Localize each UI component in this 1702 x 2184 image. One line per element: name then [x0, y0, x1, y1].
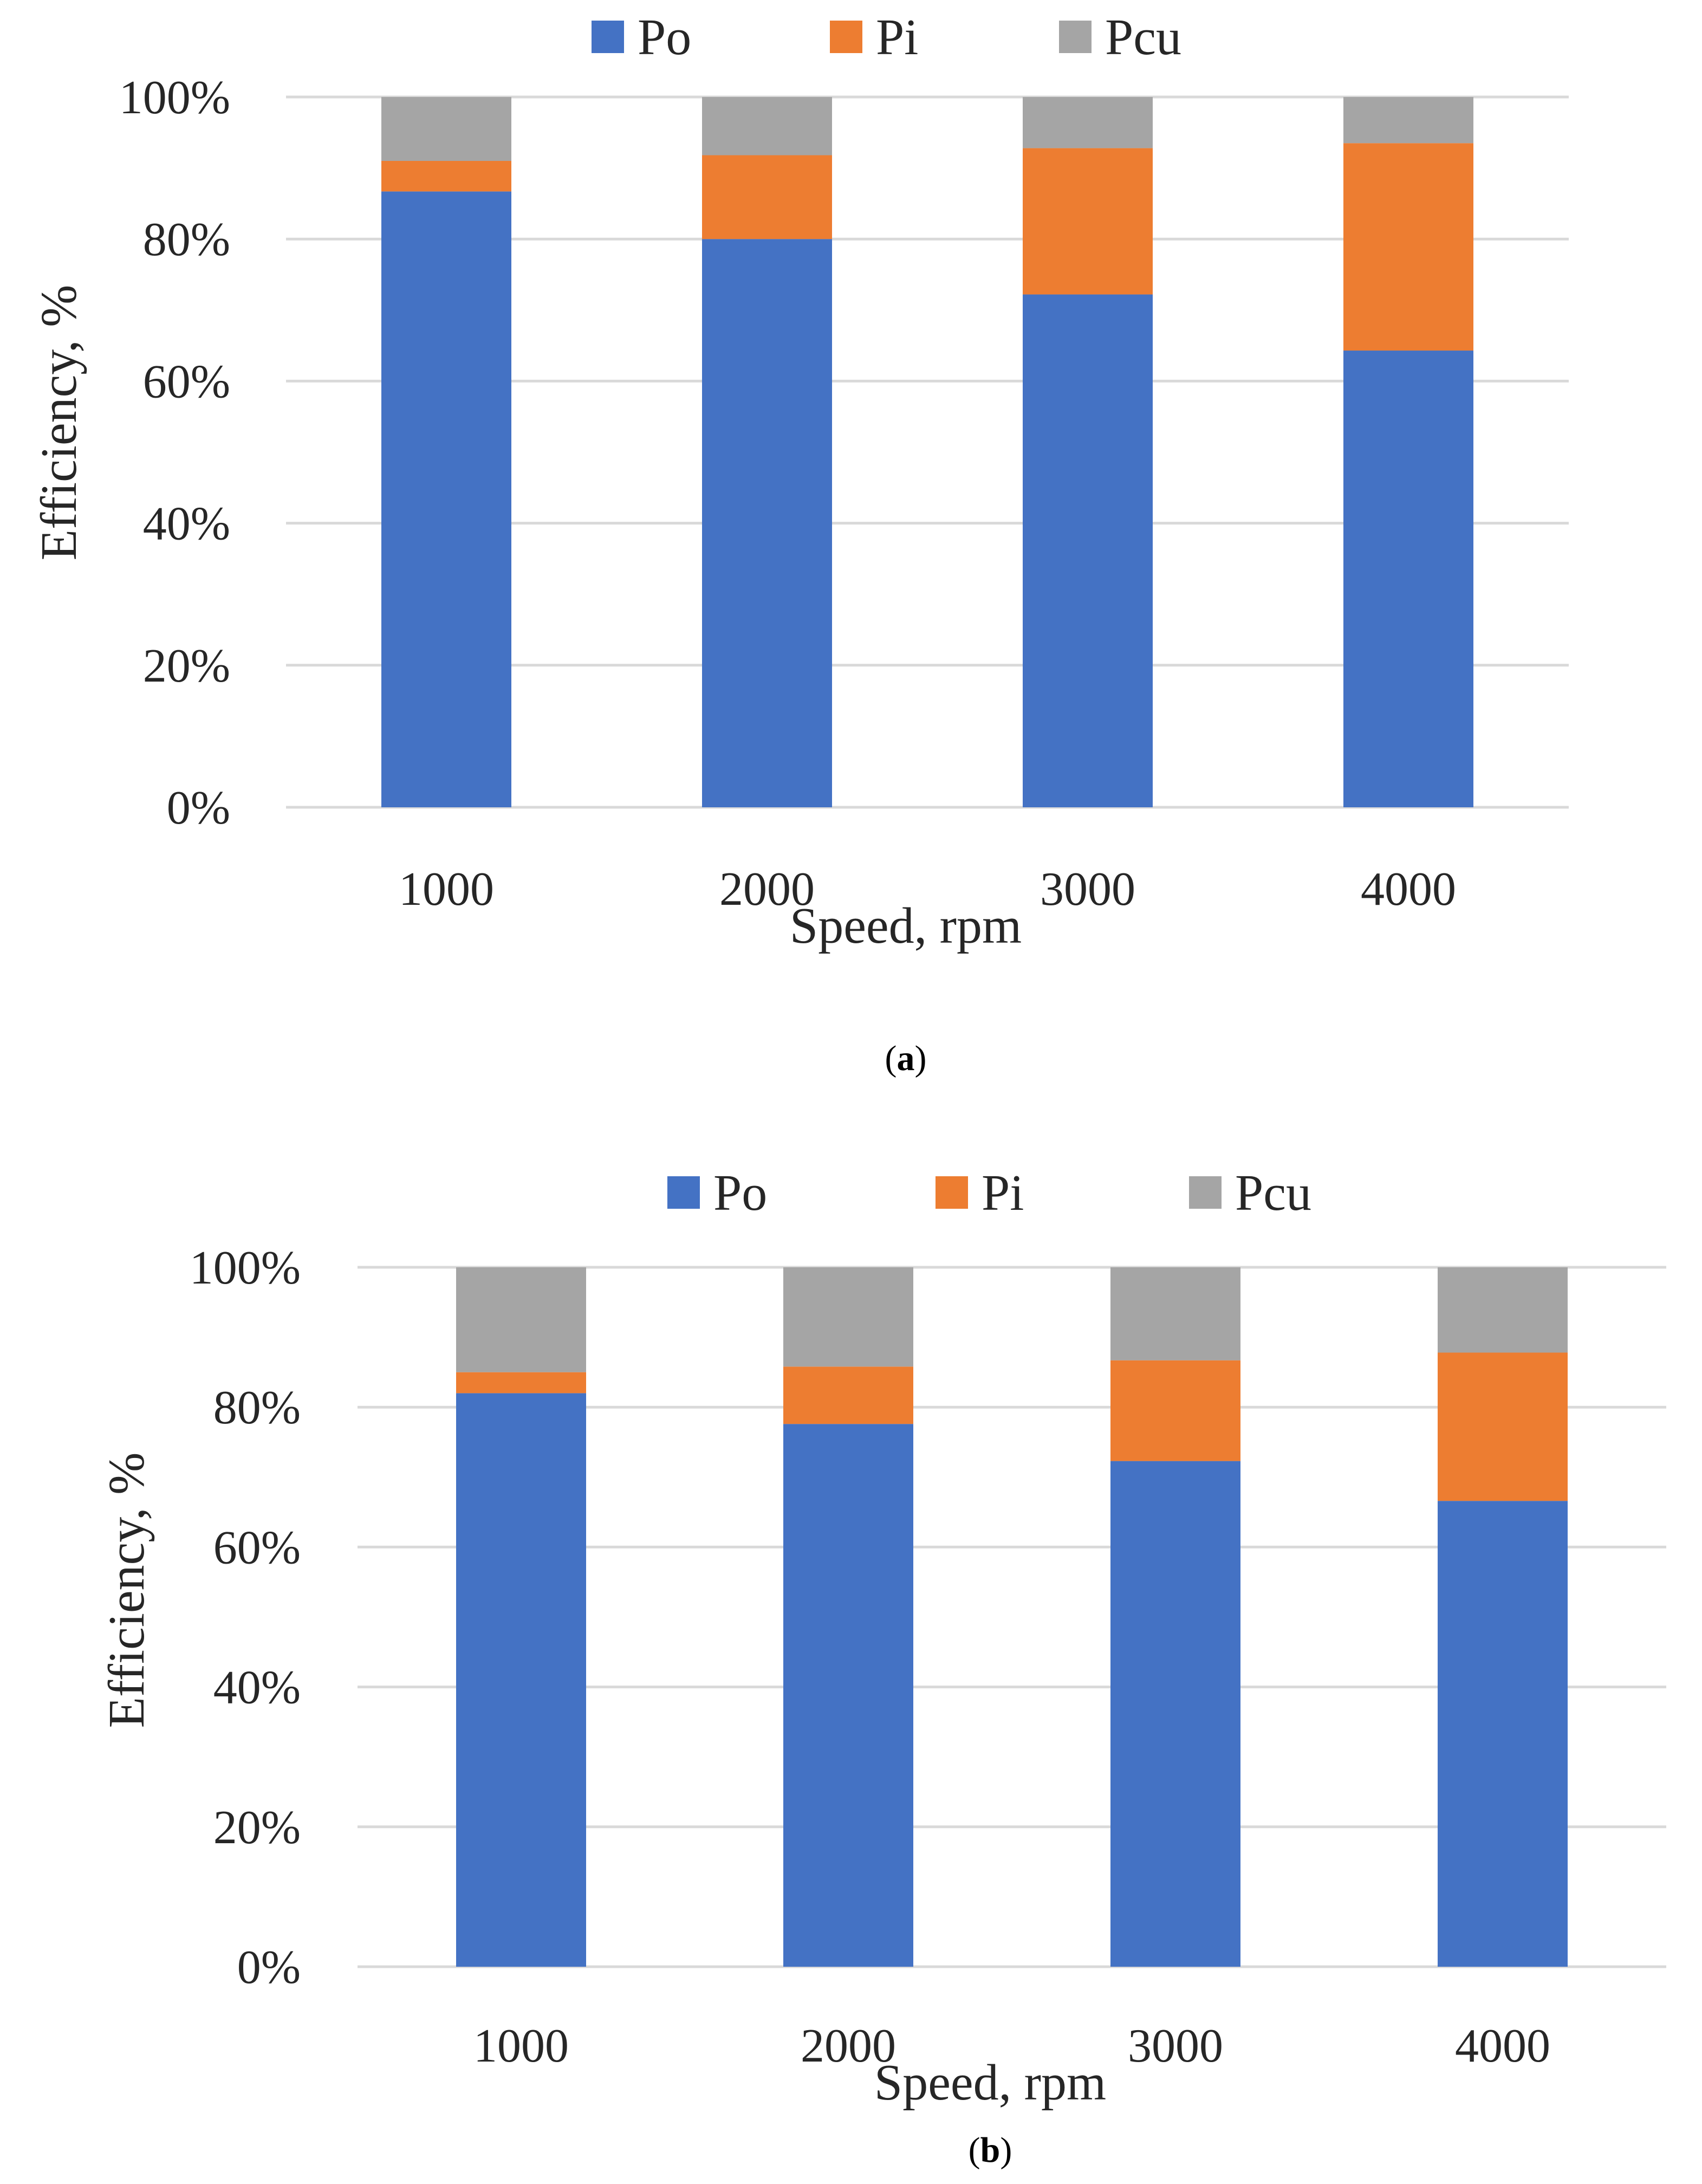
y-tick-label: 60% [143, 355, 230, 408]
bar-po-2000 [702, 239, 832, 808]
legend-label-pi: Pi [982, 1165, 1024, 1221]
bar-po-1000 [381, 191, 511, 807]
x-tick-label: 1000 [399, 863, 494, 916]
legend-swatch-po [667, 1176, 700, 1209]
caption-letter: a [897, 1039, 915, 1078]
bar-pi-2000 [783, 1366, 913, 1424]
legend-label-po: Po [638, 9, 691, 66]
legend-swatch-pcu [1189, 1176, 1222, 1209]
x-tick-label: 2000 [801, 2020, 896, 2072]
bar-pi-3000 [1023, 148, 1153, 295]
legend-label-po: Po [713, 1165, 767, 1221]
legend-swatch-pi [830, 21, 862, 53]
y-tick-label: 0% [167, 782, 230, 834]
bar-pi-3000 [1110, 1360, 1240, 1461]
x-tick-label: 4000 [1361, 863, 1456, 916]
y-axis-title: Efficiency, % [31, 285, 87, 561]
y-tick-label: 100% [190, 1242, 301, 1294]
y-tick-label: 0% [237, 1941, 301, 1994]
bar-pi-4000 [1343, 143, 1473, 351]
caption-close-paren: ) [1000, 2130, 1012, 2170]
caption-close-paren: ) [915, 1039, 927, 1078]
panel-caption: (b) [969, 2130, 1012, 2170]
bar-pcu-1000 [456, 1267, 586, 1372]
caption-open-paren: ( [885, 1039, 897, 1078]
bar-po-4000 [1438, 1501, 1568, 1967]
x-axis-title: Speed, rpm [874, 2055, 1106, 2111]
caption-open-paren: ( [969, 2130, 980, 2170]
bar-po-3000 [1023, 294, 1153, 807]
bar-pi-1000 [381, 160, 511, 192]
y-tick-label: 20% [213, 1801, 301, 1854]
legend-swatch-pcu [1059, 21, 1092, 53]
bar-pcu-3000 [1023, 97, 1153, 148]
y-tick-label: 80% [213, 1382, 301, 1434]
x-tick-label: 3000 [1128, 2020, 1223, 2072]
bar-po-4000 [1343, 351, 1473, 807]
legend-label-pcu: Pcu [1105, 9, 1181, 66]
y-tick-label: 20% [143, 640, 230, 692]
bar-po-2000 [783, 1424, 913, 1967]
y-axis-title: Efficiency, % [99, 1453, 155, 1728]
bar-pi-1000 [456, 1372, 586, 1394]
chart-panel-a: 0% 20% 40% 60% 80% 100% 1000 2000 3000 4000 Speed,… [31, 9, 1569, 1078]
bar-pcu-4000 [1438, 1267, 1568, 1353]
x-tick-label: 4000 [1455, 2020, 1550, 2072]
x-tick-label: 1000 [473, 2020, 569, 2072]
y-tick-label: 80% [143, 213, 230, 266]
legend: Po Pi Pcu [592, 9, 1181, 66]
bar-pcu-2000 [783, 1267, 913, 1367]
legend-swatch-pi [936, 1176, 968, 1209]
bar-pi-2000 [702, 155, 832, 239]
chart-panel-b: 0% 20% 40% 60% 80% 100% 1000 2000 3000 4000 Speed,… [99, 1165, 1666, 2170]
y-tick-label: 40% [213, 1662, 301, 1714]
y-tick-label: 40% [143, 498, 230, 550]
bar-pcu-1000 [381, 97, 511, 161]
panel-caption: (a) [885, 1039, 927, 1078]
x-tick-label: 2000 [719, 863, 815, 916]
bar-pcu-3000 [1110, 1267, 1240, 1360]
y-tick-label: 60% [213, 1521, 301, 1574]
legend-label-pcu: Pcu [1235, 1165, 1311, 1221]
bar-pcu-4000 [1343, 97, 1473, 144]
x-tick-label: 3000 [1040, 863, 1135, 916]
bar-pi-4000 [1438, 1352, 1568, 1501]
legend: Po Pi Pcu [667, 1165, 1311, 1221]
y-tick-label: 100% [119, 72, 230, 124]
legend-label-pi: Pi [876, 9, 918, 66]
legend-swatch-po [592, 21, 624, 53]
caption-letter: b [980, 2130, 1001, 2170]
bar-po-1000 [456, 1393, 586, 1967]
bar-po-3000 [1110, 1461, 1240, 1967]
bar-pcu-2000 [702, 97, 832, 155]
x-axis-title: Speed, rpm [790, 898, 1022, 954]
